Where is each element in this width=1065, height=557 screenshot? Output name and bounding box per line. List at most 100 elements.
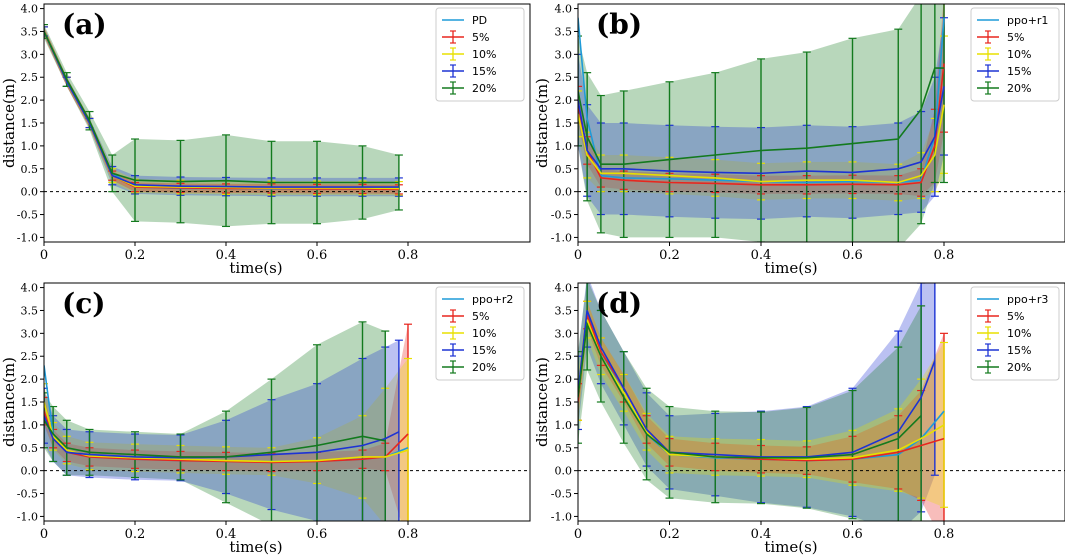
x-tick-label: 0 — [574, 527, 582, 542]
legend-item: 20% — [442, 81, 496, 95]
y-tick-label: -0.5 — [551, 488, 572, 501]
errorbar-10% — [940, 341, 948, 508]
plot-area — [44, 321, 530, 521]
legend-label: 15% — [1007, 65, 1031, 78]
legend-item: 5% — [442, 30, 489, 44]
y-tick-label: 0.0 — [555, 186, 573, 199]
legend-item: ppo+r3 — [977, 293, 1048, 306]
y-tick-label: 0.5 — [555, 442, 573, 455]
x-tick-label: 0.2 — [659, 248, 680, 263]
y-tick-label: 0.0 — [21, 186, 39, 199]
legend-label: 5% — [472, 31, 489, 44]
x-tick-label: 0 — [40, 248, 48, 263]
legend-item: 10% — [442, 326, 496, 340]
x-tick-label: 0.4 — [216, 248, 237, 263]
band-15% — [44, 340, 399, 521]
legend: ppo+r3 5% 10% 15% 20% — [970, 286, 1060, 381]
y-tick-label: 1.5 — [21, 396, 39, 409]
series-line-20% — [44, 419, 386, 458]
plot-area — [578, 4, 1065, 242]
errorbar-10% — [578, 90, 582, 138]
panel-label: (d) — [596, 287, 642, 320]
y-tick-label: 3.5 — [21, 25, 39, 38]
x-tick-label: 0.4 — [216, 527, 237, 542]
legend-item: PD — [442, 14, 487, 27]
y-tick-label: 0.0 — [21, 465, 39, 478]
legend-label: 10% — [1007, 327, 1031, 340]
series-line-20% — [578, 67, 944, 165]
series-line-5% — [578, 63, 945, 186]
y-tick-label: 0.5 — [21, 163, 39, 176]
errorbar-15% — [930, 283, 939, 476]
errorbar-20% — [44, 392, 48, 449]
errorbar-10% — [404, 357, 412, 521]
legend-label: 15% — [1007, 344, 1031, 357]
legend-item: 5% — [977, 309, 1024, 323]
x-axis-label: time(s) — [229, 538, 282, 556]
x-tick-label: 0.2 — [125, 527, 146, 542]
x-tick-label: 0.8 — [934, 248, 955, 263]
legend-item: 20% — [442, 360, 496, 374]
x-tick-label: 0.8 — [398, 527, 419, 542]
panel-label: (c) — [62, 287, 106, 320]
legend-label: 15% — [472, 65, 496, 78]
y-tick-label: -1.0 — [17, 231, 38, 244]
band-15% — [578, 283, 935, 521]
chart-panel-2: -1.0 -0.5 0.0 0.5 1.0 1.5 2.0 2.5 3.0 3.5 4.0 0 0.2 0… — [0, 282, 531, 556]
x-tick-label: 0.8 — [934, 527, 955, 542]
y-tick-label: -1.0 — [17, 510, 38, 523]
legend: ppo+r1 5% 10% 15% 20% — [970, 7, 1060, 102]
series-line-20% — [578, 321, 922, 459]
legend-label: ppo+r3 — [1007, 293, 1048, 306]
series-line-20% — [44, 31, 399, 184]
series-line-15% — [578, 86, 945, 175]
legend-item: 5% — [977, 30, 1024, 44]
series-line-15% — [578, 310, 936, 458]
y-tick-label: 3.5 — [555, 304, 573, 317]
y-tick-label: 4.0 — [21, 282, 39, 295]
series-line-15% — [44, 31, 399, 188]
legend-item: 15% — [977, 343, 1031, 357]
legend-label: 5% — [1007, 310, 1024, 323]
panel-label: (a) — [62, 8, 107, 41]
legend-label: 5% — [472, 310, 489, 323]
y-tick-label: 2.0 — [555, 94, 573, 107]
y-tick-label: 0.5 — [21, 442, 39, 455]
chart-panel-0: -1.0 -0.5 0.0 0.5 1.0 1.5 2.0 2.5 3.0 3.5 4.0 0 0.2 0… — [0, 3, 531, 277]
x-tick-label: 0.6 — [842, 248, 863, 263]
y-tick-label: 1.5 — [21, 117, 39, 130]
y-axis-label: distance(m) — [0, 78, 18, 168]
x-tick-label: 0 — [40, 527, 48, 542]
y-tick-label: 2.5 — [21, 350, 39, 363]
plot-area — [578, 283, 1065, 521]
series-line-10% — [44, 401, 409, 463]
errorbar-15% — [578, 355, 582, 431]
errorbar-20% — [578, 35, 582, 147]
errorbar-20% — [578, 351, 582, 444]
legend-label: 20% — [472, 82, 496, 95]
x-tick-label: 0.8 — [398, 248, 419, 263]
series-line-10% — [578, 104, 945, 184]
x-axis-label: time(s) — [229, 259, 282, 277]
legend-label: 5% — [1007, 31, 1024, 44]
legend-item: 20% — [977, 360, 1031, 374]
legend-item: 10% — [442, 47, 496, 61]
y-tick-label: 3.0 — [555, 327, 573, 340]
panel-label: (b) — [596, 8, 642, 41]
legend: PD 5% 10% 15% 20% — [435, 7, 525, 102]
x-axis-label: time(s) — [764, 538, 817, 556]
y-tick-label: 1.5 — [555, 117, 573, 130]
legend-item: 15% — [977, 64, 1031, 78]
y-axis-label: distance(m) — [533, 357, 551, 447]
plot-area — [44, 23, 530, 228]
legend-label: 20% — [472, 361, 496, 374]
legend-label: ppo+r2 — [472, 293, 513, 306]
y-tick-label: 1.0 — [555, 140, 573, 153]
y-tick-label: 2.0 — [21, 94, 39, 107]
x-tick-label: 0.2 — [659, 527, 680, 542]
legend-item: ppo+r2 — [442, 293, 513, 306]
y-tick-label: 2.0 — [555, 373, 573, 386]
legend-label: 10% — [472, 48, 496, 61]
errorbar-15% — [394, 339, 403, 521]
legend-label: ppo+r1 — [1007, 14, 1048, 27]
